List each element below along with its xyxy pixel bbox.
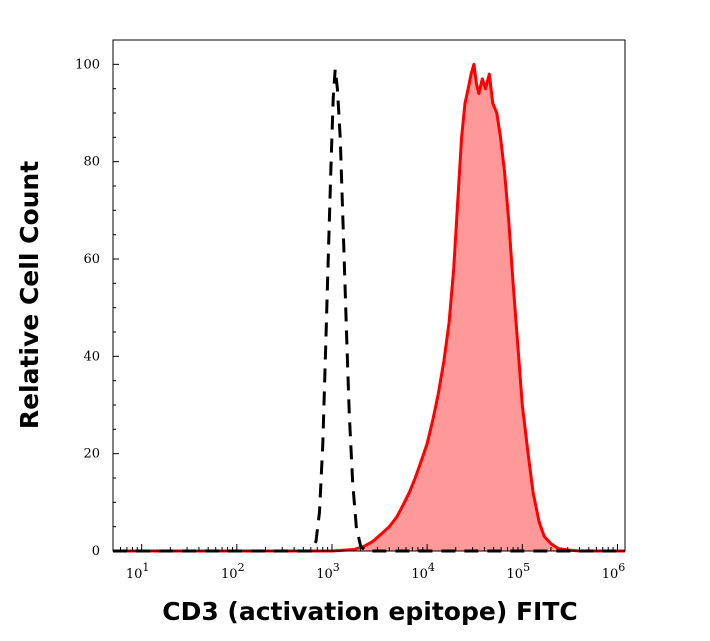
series-0-area [113,64,625,552]
x-tick-label-5: 106 [602,561,626,582]
x-tick-label-1: 102 [221,561,245,582]
series-1-line [113,67,625,553]
x-axis-title: CD3 (activation epitope) FITC [162,597,578,626]
y-axis-title: Relative Cell Count [15,161,44,429]
y-tick-label-3: 60 [83,252,100,267]
y-tick-label-4: 80 [83,155,100,170]
x-tick-label-0: 101 [126,561,150,582]
axes: 101 102 103 104 105 106 0 20 40 60 80 100 [75,39,626,582]
y-tick-label-1: 20 [83,447,100,462]
series-0-line [113,62,625,553]
y-tick-label-2: 40 [83,349,100,364]
x-tick-label-2: 103 [316,561,340,582]
y-tick-label-0: 0 [92,544,100,559]
plot-frame [112,39,626,552]
x-tick-label-3: 104 [411,561,435,582]
plot-area [113,62,625,553]
x-tick-label-4: 105 [507,561,531,582]
y-tick-label-5: 100 [75,57,100,72]
